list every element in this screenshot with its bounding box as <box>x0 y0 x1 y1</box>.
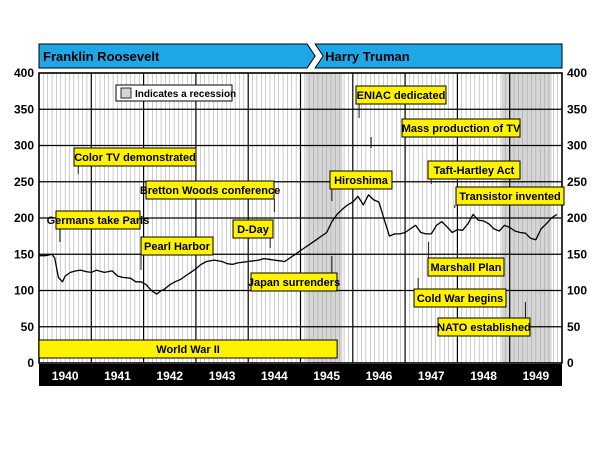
annotation-box <box>145 180 275 200</box>
y-tick-left: 100 <box>14 284 34 298</box>
y-tick-right: 350 <box>567 102 587 116</box>
y-tick-right: 50 <box>567 320 581 334</box>
x-tick-year: 1945 <box>313 369 340 383</box>
annotation-label: Cold War begins <box>417 293 503 305</box>
y-tick-left: 400 <box>14 66 34 80</box>
y-tick-right: 250 <box>567 175 587 189</box>
x-tick-year: 1943 <box>209 369 236 383</box>
legend-swatch <box>120 87 132 99</box>
annotation-label: Taft-Hartley Act <box>434 165 515 177</box>
annotation-box <box>355 85 447 105</box>
annotation-box <box>55 210 141 230</box>
annotation-label: D-Day <box>237 224 270 236</box>
annotation-label: Germans take Paris <box>47 215 150 227</box>
y-tick-left: 50 <box>21 320 35 334</box>
president-bar <box>38 43 316 69</box>
annotation-box <box>140 236 214 256</box>
annotation-box <box>250 272 338 292</box>
annotation-box <box>38 339 338 359</box>
annotation-label: Bretton Woods conference <box>140 185 280 197</box>
y-tick-left: 150 <box>14 247 34 261</box>
annotation-box <box>455 186 565 206</box>
annotation-label: Transistor invented <box>459 191 560 203</box>
x-tick-year: 1942 <box>156 369 183 383</box>
year-axis-bar <box>39 364 562 386</box>
plot-border <box>38 72 563 364</box>
x-tick-year: 1941 <box>104 369 131 383</box>
annotation-label: Mass production of TV <box>402 123 521 135</box>
annotation-box <box>437 317 531 337</box>
annotation-label: Marshall Plan <box>431 262 502 274</box>
y-tick-right: 100 <box>567 284 587 298</box>
y-tick-left: 300 <box>14 139 34 153</box>
annotation-label: Japan surrenders <box>248 277 340 289</box>
annotation-box <box>329 170 393 190</box>
president-name: Franklin Roosevelt <box>43 49 160 64</box>
annotation-box <box>232 219 274 239</box>
y-tick-right: 200 <box>567 211 587 225</box>
annotation-label: ENIAC dedicated <box>357 90 446 102</box>
annotation-box <box>427 257 505 277</box>
annotation-label: Pearl Harbor <box>144 241 211 253</box>
annotation-label: Color TV demonstrated <box>74 152 196 164</box>
annotation-label: NATO established <box>437 322 531 334</box>
y-tick-left: 350 <box>14 102 34 116</box>
x-tick-year: 1944 <box>261 369 288 383</box>
legend-box <box>115 84 233 102</box>
y-tick-right: 400 <box>567 66 587 80</box>
y-tick-right: 150 <box>567 247 587 261</box>
annotation-box <box>427 160 521 180</box>
y-tick-left: 250 <box>14 175 34 189</box>
x-tick-year: 1947 <box>418 369 445 383</box>
annotation-label: World War II <box>156 344 220 356</box>
president-bar <box>314 43 563 69</box>
annotation-box <box>413 288 507 308</box>
x-tick-year: 1946 <box>366 369 393 383</box>
president-name: Harry Truman <box>325 49 410 64</box>
x-tick-year: 1948 <box>470 369 497 383</box>
x-tick-year: 1949 <box>522 369 549 383</box>
x-tick-year: 1940 <box>52 369 79 383</box>
annotation-box <box>73 147 197 167</box>
y-tick-left: 200 <box>14 211 34 225</box>
legend-label: Indicates a recession <box>135 89 236 100</box>
y-tick-right: 300 <box>567 139 587 153</box>
annotation-box <box>401 118 521 138</box>
price-series-line <box>39 194 558 295</box>
annotation-label: Hiroshima <box>334 175 389 187</box>
y-tick-right: 0 <box>567 356 574 370</box>
y-tick-left: 0 <box>27 356 34 370</box>
